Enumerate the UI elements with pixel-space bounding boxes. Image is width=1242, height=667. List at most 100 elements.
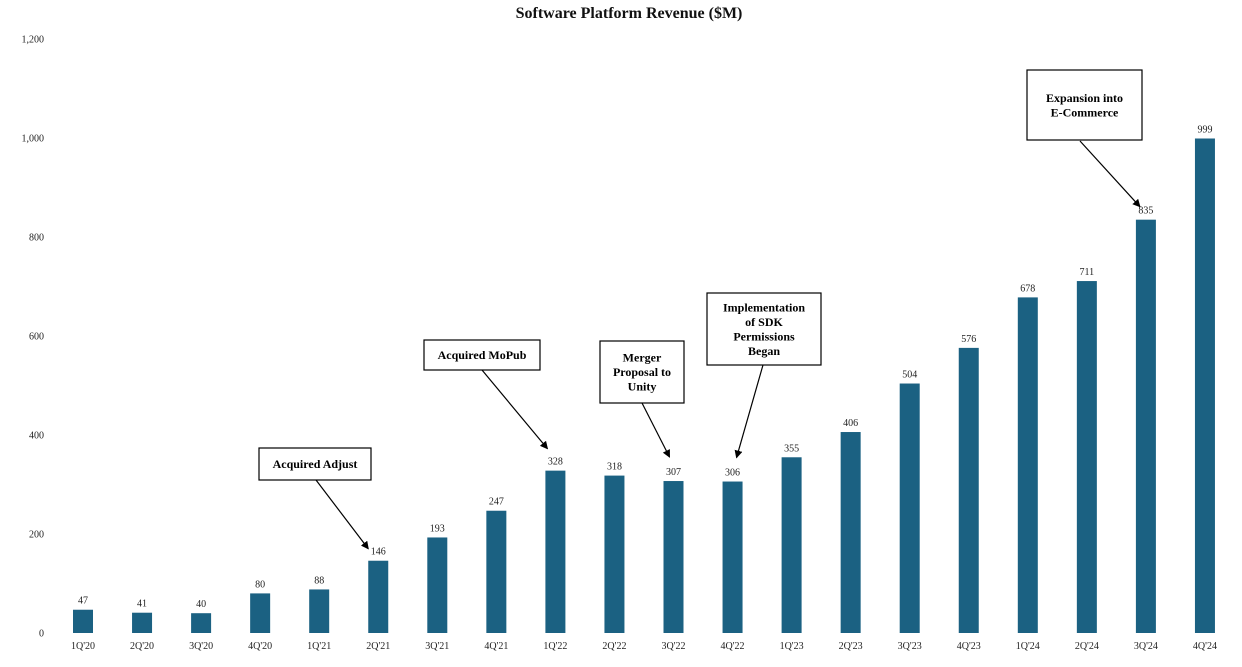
- annotation-text: Permissions: [733, 329, 795, 343]
- annotation-box: [599, 340, 685, 404]
- annotation-box: [706, 292, 822, 366]
- y-tick-label: 1,200: [22, 35, 45, 46]
- annotation-box: [258, 447, 372, 481]
- data-label: 318: [607, 462, 622, 473]
- x-tick-label: 2Q'23: [839, 641, 863, 652]
- data-labels: 47 41 40 80 88 146 193 247 328 318 307 306 355 406 504…: [78, 124, 1212, 610]
- data-label: 247: [489, 497, 504, 508]
- x-tick-label: 4Q'20: [248, 641, 272, 652]
- annotation-arrow: [1079, 140, 1141, 208]
- chart-title: Software Platform Revenue ($M): [516, 5, 743, 22]
- annotation-text: Proposal to: [613, 365, 671, 379]
- data-label: 146: [371, 547, 386, 558]
- data-label: 193: [430, 523, 445, 534]
- bar: [486, 510, 507, 633]
- data-label: 576: [961, 334, 976, 345]
- bar: [132, 612, 153, 633]
- data-label: 88: [314, 575, 324, 586]
- data-label: 355: [784, 443, 799, 454]
- x-tick-label: 3Q'23: [898, 641, 922, 652]
- bar: [1135, 219, 1156, 634]
- y-tick-label: 400: [29, 431, 44, 442]
- x-tick-label: 2Q'21: [366, 641, 390, 652]
- bar: [604, 475, 625, 633]
- annotation-arrow: [734, 364, 764, 459]
- y-tick-label: 1,000: [22, 134, 45, 145]
- data-label: 406: [843, 418, 858, 429]
- data-label: 80: [255, 579, 265, 590]
- annotation-text: Acquired Adjust: [273, 457, 358, 471]
- annotation: Acquired MoPub: [423, 339, 549, 450]
- y-tick-label: 600: [29, 332, 44, 343]
- bar: [840, 432, 861, 633]
- data-label: 40: [196, 599, 206, 610]
- x-axis-ticks: 1Q'20 2Q'20 3Q'20 4Q'20 1Q'21 2Q'21 3Q'21 4Q'21…: [71, 641, 1217, 652]
- bars: [73, 138, 1215, 634]
- bar: [250, 593, 271, 633]
- x-tick-label: 2Q'22: [602, 641, 626, 652]
- bar: [309, 589, 330, 633]
- x-tick-label: 2Q'20: [130, 641, 154, 652]
- data-label: 835: [1138, 206, 1153, 217]
- annotation-text: Implementation: [723, 300, 805, 314]
- x-tick-label: 1Q'21: [307, 641, 331, 652]
- x-tick-label: 3Q'24: [1134, 641, 1158, 652]
- x-tick-label: 3Q'21: [425, 641, 449, 652]
- data-label: 678: [1020, 283, 1035, 294]
- y-tick-label: 200: [29, 530, 44, 541]
- bar: [1194, 138, 1215, 633]
- y-tick-label: 0: [39, 629, 44, 640]
- x-tick-label: 4Q'22: [721, 641, 745, 652]
- bar: [191, 613, 212, 633]
- y-axis-ticks: 0 200 400 600 800 1,000 1,200: [22, 35, 45, 640]
- annotation-text: Began: [748, 344, 780, 358]
- x-tick-label: 4Q'24: [1193, 641, 1217, 652]
- x-tick-label: 1Q'22: [543, 641, 567, 652]
- annotation-arrow: [641, 402, 671, 458]
- annotation-text: of SDK: [745, 315, 783, 329]
- annotation-arrow: [481, 369, 549, 450]
- data-label: 328: [548, 457, 563, 468]
- bar: [663, 481, 684, 633]
- annotation-text: Merger: [623, 351, 662, 365]
- annotations: Acquired Adjust Acquired MoPub MergerPropo…: [258, 69, 1143, 550]
- annotation-arrow: [315, 479, 369, 550]
- annotation-text: Unity: [628, 380, 657, 394]
- annotation-text: Expansion into: [1046, 91, 1123, 105]
- x-tick-label: 3Q'22: [661, 641, 685, 652]
- data-label: 307: [666, 467, 681, 478]
- data-label: 504: [902, 370, 917, 381]
- annotation-box: [1026, 69, 1143, 141]
- bar: [781, 457, 802, 633]
- bar: [545, 470, 566, 633]
- bar: [427, 537, 448, 633]
- x-tick-label: 4Q'23: [957, 641, 981, 652]
- bar: [368, 560, 389, 633]
- x-tick-label: 1Q'24: [1016, 641, 1040, 652]
- bar: [899, 383, 920, 633]
- x-tick-label: 4Q'21: [484, 641, 508, 652]
- x-tick-label: 2Q'24: [1075, 641, 1099, 652]
- annotation-text: E-Commerce: [1051, 105, 1119, 119]
- bar: [1017, 297, 1038, 633]
- bar: [958, 347, 979, 633]
- bar: [722, 481, 743, 633]
- annotation-box: [423, 339, 541, 371]
- y-tick-label: 800: [29, 233, 44, 244]
- annotation-text: Acquired MoPub: [438, 348, 527, 362]
- data-label: 711: [1080, 267, 1095, 278]
- bar: [1076, 281, 1097, 633]
- bar: [73, 609, 93, 633]
- x-tick-label: 3Q'20: [189, 641, 213, 652]
- data-label: 306: [725, 468, 740, 479]
- data-label: 999: [1197, 124, 1212, 135]
- x-tick-label: 1Q'23: [780, 641, 804, 652]
- x-tick-label: 1Q'20: [71, 641, 95, 652]
- data-label: 47: [78, 596, 88, 607]
- data-label: 41: [137, 599, 147, 610]
- annotation: Acquired Adjust: [258, 447, 372, 550]
